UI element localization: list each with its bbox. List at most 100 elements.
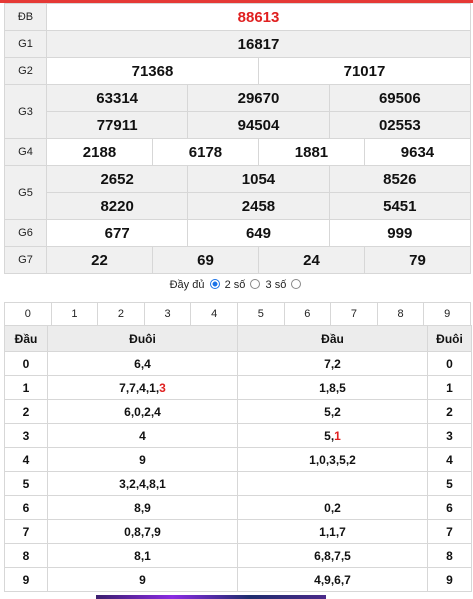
digit-filter-button[interactable]: 4 xyxy=(190,302,238,326)
loto-head-digit: 3 xyxy=(4,423,48,448)
label-g6: G6 xyxy=(4,219,47,247)
loto-head-digit: 8 xyxy=(4,543,48,568)
digit-filter-button[interactable]: 5 xyxy=(236,302,285,326)
loto-value-text: 1,1,7 xyxy=(319,524,346,539)
row-special: ĐB 88613 xyxy=(4,3,471,31)
loto-tail-digit: 2 xyxy=(427,399,472,424)
digit-filter-button[interactable]: 0 xyxy=(4,302,52,326)
loto-value-text: 7 xyxy=(22,524,30,539)
loto-special-value: 3 xyxy=(159,380,166,395)
digit-filter-button[interactable]: 2 xyxy=(97,302,145,326)
loto-tail-values: 3,2,4,8,1 xyxy=(47,471,238,496)
loto-value-text: 5, xyxy=(324,428,335,443)
loto-value-text: 8 xyxy=(446,548,453,563)
loto-value-text: 9 xyxy=(446,572,453,587)
loto-head-values: 0,2 xyxy=(237,495,428,520)
loto-value-text: 7,2 xyxy=(324,356,341,371)
digit-filter-button[interactable]: 6 xyxy=(283,302,332,326)
results-table: ĐB 88613 G1 16817 G2 71368 71017 G3 6331… xyxy=(4,3,472,274)
digit-filter-button[interactable]: 1 xyxy=(50,302,99,326)
loto-value-text: 4 xyxy=(446,452,453,467)
label-special: ĐB xyxy=(4,3,47,31)
label-g4: G4 xyxy=(4,138,47,166)
loto-value-text: 0 xyxy=(446,356,453,371)
loto-value-text: 6,0,2,4 xyxy=(124,404,161,419)
row-g1: G1 16817 xyxy=(4,30,471,58)
loto-row: 8 8,1 6,8,7,5 8 xyxy=(4,543,472,568)
row-g5b: 8220 2458 5451 xyxy=(5,192,472,220)
loto-value-text: 6 xyxy=(446,500,453,515)
loto-value-text: 8 xyxy=(22,548,30,563)
loto-value-text: 5 xyxy=(446,476,453,491)
mode-two-radio[interactable] xyxy=(250,279,261,289)
header-duoi-2: Đuôi xyxy=(427,325,472,352)
label-g3: G3 xyxy=(4,84,47,139)
prize-g5: 5451 xyxy=(328,192,472,220)
prize-g3: 02553 xyxy=(328,111,472,139)
digit-filter-button[interactable]: 7 xyxy=(330,302,378,326)
loto-value-text: 4,9,6,7 xyxy=(314,572,351,587)
loto-value-text: 6,4 xyxy=(134,356,151,371)
loto-head-digit: 1 xyxy=(4,375,48,400)
mode-three-label[interactable]: 3 số xyxy=(265,279,287,291)
mode-full-label[interactable]: Đầy đủ xyxy=(169,279,205,291)
row-g4: G4 2188 6178 1881 9634 xyxy=(4,138,472,166)
prize-g4: 9634 xyxy=(363,138,472,166)
loto-tail-digit: 3 xyxy=(427,423,472,448)
loto-row: 7 0,8,7,9 1,1,7 7 xyxy=(4,519,472,544)
prize-g4: 1881 xyxy=(257,138,365,166)
row-g3b: 77911 94504 02553 xyxy=(5,111,472,139)
loto-value-text: 6,8,7,5 xyxy=(314,548,351,563)
row-g3: G3 63314 29670 69506 xyxy=(4,84,472,139)
loto-head-values: 6,8,7,5 xyxy=(237,543,428,568)
display-mode-selector: Đầy đủ 2 số 3 số xyxy=(0,279,473,291)
row-g7: G7 22 69 24 79 xyxy=(4,246,472,274)
prize-g5: 8220 xyxy=(45,192,189,220)
loto-head-digit: 5 xyxy=(4,471,48,496)
prize-g4: 6178 xyxy=(151,138,259,166)
loto-tail-values: 0,8,7,9 xyxy=(47,519,238,544)
prize-g3: 63314 xyxy=(45,84,189,112)
loto-value-text: 3,2,4,8,1 xyxy=(119,476,166,491)
digit-filter-button[interactable]: 9 xyxy=(423,302,471,326)
loto-tail-values: 9 xyxy=(47,567,238,592)
prize-g7: 24 xyxy=(257,246,365,274)
loto-value-text: 9 xyxy=(139,572,146,587)
digit-filter-bar: 0 1 2 3 4 5 6 7 8 9 xyxy=(4,302,471,326)
prize-g5: 2652 xyxy=(45,165,189,193)
prize-g2: 71368 xyxy=(46,57,259,85)
loto-head-values: 1,1,7 xyxy=(237,519,428,544)
loto-value-text: 9 xyxy=(22,572,30,587)
loto-head-values: 1,0,3,5,2 xyxy=(237,447,428,472)
loto-head-values: 5,2 xyxy=(237,399,428,424)
loto-value-text: 5 xyxy=(22,476,30,491)
loto-value-text: 8,1 xyxy=(134,548,151,563)
mode-two-label[interactable]: 2 số xyxy=(224,279,246,291)
loto-value-text: 0,8,7,9 xyxy=(124,524,161,539)
loto-tail-values: 8,9 xyxy=(47,495,238,520)
loto-value-text: 1 xyxy=(22,380,30,395)
digit-filter-button[interactable]: 3 xyxy=(143,302,192,326)
loto-special-value: 1 xyxy=(334,428,341,443)
header-dau: Đầu xyxy=(4,325,48,352)
prize-g6: 649 xyxy=(187,219,330,247)
digit-filter-button[interactable]: 8 xyxy=(376,302,425,326)
row-g5: G5 2652 1054 8526 xyxy=(4,165,472,220)
loto-row: 5 3,2,4,8,1 5 xyxy=(4,471,472,496)
prize-g7: 79 xyxy=(363,246,472,274)
loto-value-text: 1,8,5 xyxy=(319,380,346,395)
loto-head-values xyxy=(237,471,428,496)
loto-head-values: 5,1 xyxy=(237,423,428,448)
loto-row: 2 6,0,2,4 5,2 2 xyxy=(4,399,472,424)
footer-banner-strip xyxy=(96,595,326,599)
prize-g5: 8526 xyxy=(328,165,472,193)
loto-value-text: 3 xyxy=(446,428,453,443)
mode-three-radio[interactable] xyxy=(291,279,302,289)
label-g2: G2 xyxy=(4,57,47,85)
mode-full-radio[interactable] xyxy=(209,279,220,289)
prize-g6: 677 xyxy=(45,219,189,247)
prize-g3: 94504 xyxy=(187,111,330,139)
loto-tail-digit: 0 xyxy=(427,351,472,376)
top-accent-bar xyxy=(0,0,473,3)
loto-value-text: 6 xyxy=(22,500,30,515)
